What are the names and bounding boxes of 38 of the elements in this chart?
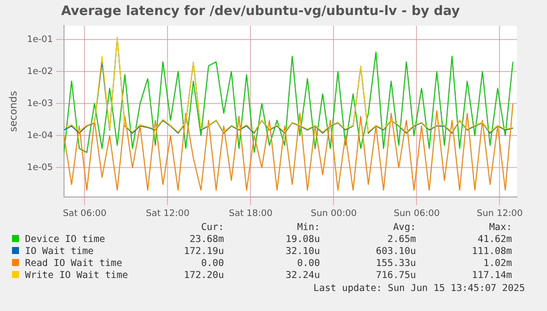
- x-tick-label: Sat 12:00: [146, 208, 190, 219]
- text: 172.19u: [182, 246, 225, 258]
- text: 2.65m: [386, 234, 417, 246]
- text: 172.20u: [182, 270, 225, 282]
- x-tick-label: Sat 06:00: [62, 208, 107, 219]
- x-tick-label: Sun 00:00: [310, 208, 357, 219]
- text: 155.33u: [374, 258, 417, 270]
- y-tick-label: 1e-05: [26, 163, 53, 174]
- chart-title: Average latency for /dev/ubuntu-vg/ubuntu-lv - by day: [61, 4, 460, 20]
- y-axis-title: seconds: [8, 90, 20, 132]
- legend-label: IO Wait time: [24, 246, 95, 258]
- text: Min:: [296, 222, 321, 234]
- text: 1.02m: [482, 258, 513, 270]
- legend-label: Write IO Wait time: [24, 270, 129, 282]
- text: 0.00: [200, 258, 225, 270]
- text: 111.08m: [470, 246, 513, 258]
- text: 32.10u: [284, 246, 321, 258]
- text: 0.00: [296, 258, 321, 270]
- text: Cur:: [200, 222, 225, 234]
- text: Avg:: [392, 222, 417, 234]
- text: 716.75u: [374, 270, 417, 282]
- text: 41.62m: [476, 234, 513, 246]
- text: Last update: Sun Jun 15 13:45:07 2025: [313, 283, 525, 294]
- text: 32.24u: [284, 270, 321, 282]
- x-tick-label: Sun 12:00: [476, 208, 523, 219]
- text: 23.68m: [188, 234, 225, 246]
- text: 603.10u: [374, 246, 417, 258]
- y-tick-label: 1e-02: [26, 66, 53, 77]
- y-tick-label: 1e-01: [26, 34, 53, 45]
- x-tick-label: Sun 06:00: [394, 208, 440, 219]
- text: 19.08u: [284, 234, 321, 246]
- text: Max:: [488, 222, 513, 234]
- text: 117.14m: [470, 270, 513, 282]
- legend-label: Read IO Wait time: [24, 258, 124, 270]
- x-tick-label: Sat 18:00: [228, 208, 273, 219]
- y-tick-label: 1e-03: [26, 98, 53, 109]
- legend-label: Device IO time: [24, 234, 106, 246]
- y-tick-label: 1e-04: [26, 130, 54, 141]
